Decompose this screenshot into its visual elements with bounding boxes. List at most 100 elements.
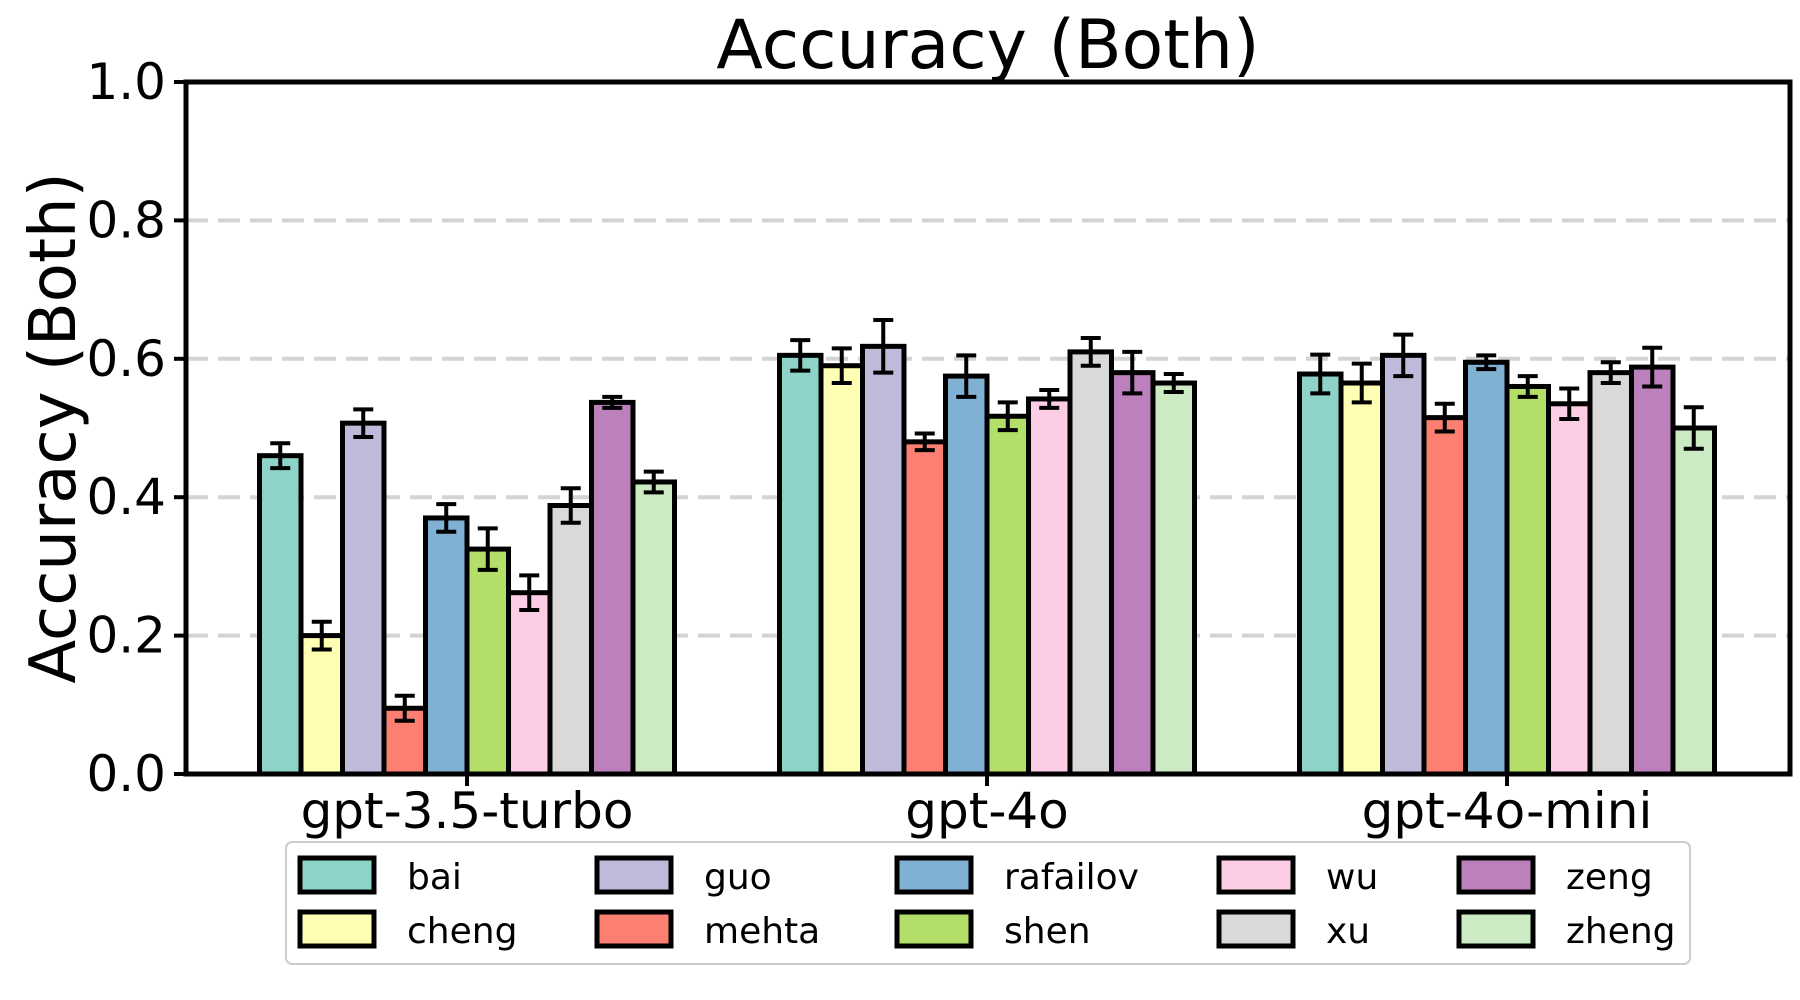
bar-zeng-gpt-4o-mini: [1629, 364, 1676, 777]
error-bar-xu-gpt-4o: [1080, 336, 1101, 368]
legend-label: zeng: [1566, 857, 1653, 898]
legend-label: guo: [704, 857, 772, 898]
bar-bai-gpt-4o-mini: [1297, 371, 1344, 777]
error-bar-xu-gpt-3.5-turbo: [560, 486, 581, 525]
bar-rafailov-gpt-4o: [943, 373, 990, 777]
bar-mehta-gpt-4o: [901, 439, 948, 777]
bar-bai-gpt-4o: [777, 352, 824, 777]
legend-items: bai cheng guo mehta rafailov shen wu xu zeng zhen…: [297, 855, 1676, 952]
bar-zeng-gpt-4o: [1109, 370, 1156, 777]
legend-label: xu: [1326, 911, 1370, 952]
error-bar-rafailov-gpt-4o-mini: [1476, 353, 1497, 372]
bar-rafailov-gpt-4o-mini: [1463, 359, 1510, 777]
bars: [257, 343, 1717, 777]
bar-zeng-gpt-3.5-turbo: [589, 399, 636, 777]
error-bar-cheng-gpt-3.5-turbo: [311, 619, 332, 652]
legend-swatch: [1216, 909, 1296, 949]
error-bar-zeng-gpt-4o: [1122, 349, 1143, 396]
bar-wu-gpt-4o: [1026, 396, 1073, 777]
legend-label: zheng: [1566, 911, 1676, 952]
legend-label: rafailov: [1004, 857, 1139, 898]
legend-item-cheng: cheng: [297, 909, 517, 952]
legend-swatch: [297, 909, 377, 949]
error-bar-zheng-gpt-4o-mini: [1683, 405, 1704, 451]
error-bar-wu-gpt-4o: [1039, 387, 1060, 410]
error-bar-rafailov-gpt-4o: [956, 353, 977, 399]
bar-guo-gpt-4o: [860, 343, 907, 777]
bar-guo-gpt-3.5-turbo: [340, 420, 387, 777]
y-tick-label: 0.2: [86, 607, 166, 665]
error-bar-zheng-gpt-4o: [1163, 372, 1184, 395]
bar-xu-gpt-4o-mini: [1587, 370, 1634, 777]
error-bar-mehta-gpt-4o-mini: [1434, 401, 1455, 434]
bar-bai-gpt-3.5-turbo: [257, 453, 304, 777]
error-bar-zeng-gpt-4o-mini: [1642, 345, 1663, 389]
legend: bai cheng guo mehta rafailov shen wu xu zeng zhen…: [285, 841, 1691, 965]
bar-mehta-gpt-4o-mini: [1421, 415, 1468, 777]
legend-item-guo: guo: [594, 855, 772, 898]
error-bar-bai-gpt-4o: [790, 338, 811, 373]
bar-cheng-gpt-3.5-turbo: [298, 633, 345, 777]
error-bar-zeng-gpt-3.5-turbo: [602, 394, 623, 410]
error-bar-shen-gpt-4o-mini: [1517, 374, 1538, 399]
bar-guo-gpt-4o-mini: [1380, 352, 1427, 777]
x-axis-ticks: gpt-3.5-turbo gpt-4o gpt-4o-mini: [301, 774, 1653, 840]
bar-shen-gpt-4o: [984, 413, 1031, 777]
error-bar-guo-gpt-3.5-turbo: [353, 407, 374, 439]
bar-wu-gpt-4o-mini: [1546, 401, 1593, 777]
error-bar-shen-gpt-4o: [997, 400, 1018, 433]
legend-item-rafailov: rafailov: [894, 855, 1139, 898]
error-bar-cheng-gpt-4o-mini: [1351, 361, 1372, 405]
legend-swatch: [1456, 855, 1536, 895]
error-bars: [270, 318, 1704, 723]
x-tick-label: gpt-3.5-turbo: [301, 782, 634, 840]
x-tick-label: gpt-4o-mini: [1362, 782, 1653, 840]
legend-swatch: [594, 855, 674, 895]
legend-label: cheng: [407, 911, 517, 952]
error-bar-shen-gpt-3.5-turbo: [477, 526, 498, 572]
legend-item-xu: xu: [1216, 909, 1370, 952]
bar-cheng-gpt-4o-mini: [1338, 380, 1385, 777]
legend-item-shen: shen: [894, 909, 1091, 952]
bar-zheng-gpt-3.5-turbo: [630, 479, 677, 777]
error-bar-mehta-gpt-4o: [914, 431, 935, 453]
legend-item-bai: bai: [297, 855, 462, 898]
error-bar-wu-gpt-3.5-turbo: [519, 573, 540, 612]
legend-swatch: [594, 909, 674, 949]
bar-xu-gpt-4o: [1067, 349, 1114, 777]
bar-xu-gpt-3.5-turbo: [547, 503, 594, 777]
error-bar-wu-gpt-4o-mini: [1559, 386, 1580, 422]
bar-wu-gpt-3.5-turbo: [506, 590, 553, 777]
bar-shen-gpt-4o-mini: [1504, 383, 1551, 777]
legend-item-mehta: mehta: [594, 909, 820, 952]
legend-item-zeng: zeng: [1456, 855, 1653, 898]
chart-title: Accuracy (Both): [716, 6, 1259, 85]
error-bar-bai-gpt-3.5-turbo: [270, 441, 291, 471]
y-axis-label: Accuracy (Both): [17, 172, 91, 683]
error-bar-guo-gpt-4o: [873, 318, 894, 375]
legend-swatch: [297, 855, 377, 895]
error-bar-cheng-gpt-4o: [831, 346, 852, 386]
bar-cheng-gpt-4o: [818, 363, 865, 777]
y-axis-ticks: 0.0 0.2 0.4 0.6 0.8 1.0: [86, 53, 186, 803]
bar-zheng-gpt-4o: [1150, 380, 1197, 777]
error-bar-mehta-gpt-3.5-turbo: [394, 693, 415, 723]
bar-rafailov-gpt-3.5-turbo: [423, 515, 470, 777]
legend-item-zheng: zheng: [1456, 909, 1676, 952]
legend-swatch: [894, 909, 974, 949]
y-tick-label: 1.0: [86, 53, 166, 111]
bar-shen-gpt-3.5-turbo: [464, 546, 511, 777]
legend-label: shen: [1004, 911, 1091, 952]
legend-swatch: [1456, 909, 1536, 949]
error-bar-xu-gpt-4o-mini: [1600, 360, 1621, 386]
legend-item-wu: wu: [1216, 855, 1378, 898]
legend-label: bai: [407, 857, 462, 898]
error-bar-guo-gpt-4o-mini: [1393, 332, 1414, 379]
y-tick-label: 0.6: [86, 330, 166, 388]
error-bar-rafailov-gpt-3.5-turbo: [436, 502, 457, 534]
error-bar-bai-gpt-4o-mini: [1310, 352, 1331, 396]
legend-swatch: [1216, 855, 1296, 895]
legend-label: mehta: [704, 911, 820, 952]
